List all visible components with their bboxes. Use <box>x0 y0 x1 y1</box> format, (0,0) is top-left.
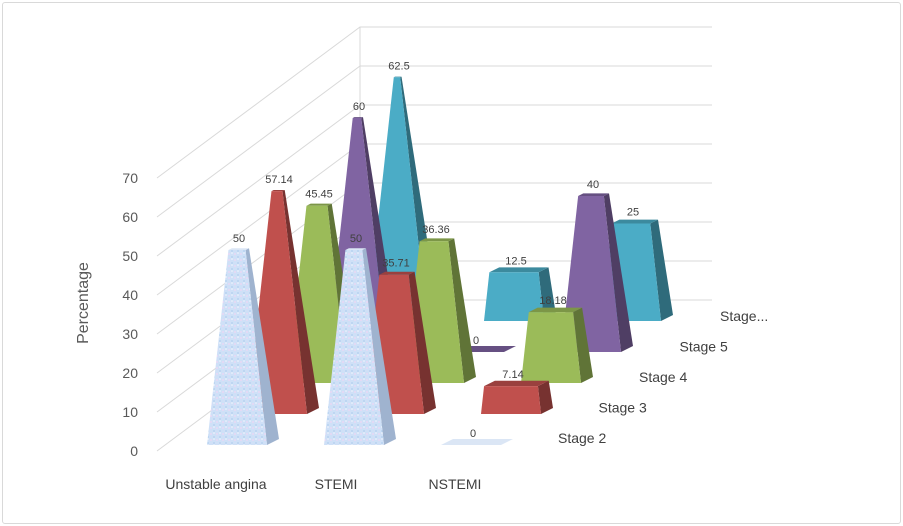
bar-side <box>573 307 593 383</box>
bar-top <box>489 267 549 273</box>
bar-top <box>611 219 658 224</box>
bar-side <box>282 190 319 414</box>
bar-side <box>448 238 476 383</box>
data-label: 36.36 <box>422 224 450 236</box>
data-label: 12.5 <box>505 255 526 267</box>
data-label: 0 <box>470 428 476 440</box>
series-label: Stage... <box>720 308 768 324</box>
bar: 0 <box>441 428 513 445</box>
y-tick-label: 70 <box>122 170 138 186</box>
series-label: Stage 5 <box>680 339 728 355</box>
bar-top <box>393 76 402 78</box>
bar: 7.14 <box>481 369 553 414</box>
bar-top <box>271 190 285 192</box>
category-label: Unstable angina <box>165 476 266 492</box>
bar: 18.18 <box>521 295 593 383</box>
bar-top <box>441 439 513 445</box>
data-label: 25 <box>627 207 639 219</box>
bar-top <box>484 380 549 387</box>
bar-top <box>528 307 583 313</box>
data-label: 45.45 <box>305 189 333 201</box>
series-label: Stage 4 <box>639 369 687 385</box>
y-tick-label: 60 <box>122 209 138 225</box>
bar-side <box>537 380 553 414</box>
data-label: 62.5 <box>388 60 409 72</box>
bar: 12.5 <box>484 255 556 321</box>
bar-top <box>306 203 332 206</box>
category-label: NSTEMI <box>429 476 482 492</box>
bar-front <box>484 272 544 321</box>
data-label: 60 <box>353 101 365 113</box>
data-label: 35.71 <box>382 258 410 270</box>
bar-top <box>379 271 415 275</box>
category-label: STEMI <box>315 476 358 492</box>
bar-side <box>245 248 279 445</box>
y-tick-label: 30 <box>122 326 138 342</box>
y-axis-title: Percentage <box>75 262 92 344</box>
bar-front <box>207 250 267 445</box>
bar-front <box>481 386 541 414</box>
data-label: 18.18 <box>539 295 567 307</box>
data-label: 40 <box>587 179 599 191</box>
series-stage2: 50 50 0 <box>207 233 513 445</box>
y-tick-label: 20 <box>122 365 138 381</box>
bar-side <box>603 193 633 352</box>
y-tick-label: 10 <box>122 404 138 420</box>
bar-top <box>352 117 363 118</box>
data-label: 7.14 <box>502 369 523 381</box>
data-label: 57.14 <box>265 174 293 186</box>
bar-side <box>650 219 673 321</box>
bar-top <box>228 248 249 250</box>
series-label: Stage 2 <box>558 430 606 446</box>
bar-top <box>578 193 609 196</box>
bar: 50 <box>324 233 396 445</box>
y-tick-label: 40 <box>122 287 138 303</box>
data-label: 0 <box>473 335 479 347</box>
bar: 50 <box>207 233 279 445</box>
y-tick-label: 0 <box>130 443 138 459</box>
bar-front <box>521 312 581 383</box>
bar-top <box>345 248 366 250</box>
series-label: Stage 3 <box>599 400 647 416</box>
bar-front <box>324 250 384 445</box>
y-tick-label: 50 <box>122 248 138 264</box>
bar-side <box>362 248 396 445</box>
bar-side <box>538 267 556 321</box>
bar-side <box>408 271 436 414</box>
data-label: 50 <box>350 233 362 245</box>
data-label: 50 <box>233 233 245 245</box>
bar-top <box>419 238 455 242</box>
